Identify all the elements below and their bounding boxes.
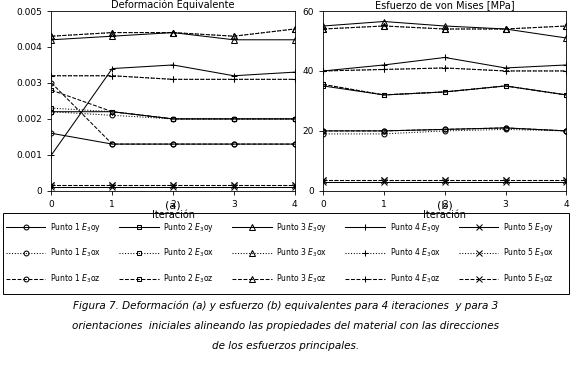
Text: (b): (b) <box>437 200 452 210</box>
Text: Figura 7. Deformación (a) y esfuerzo (b) equivalentes para 4 iteraciones  y para: Figura 7. Deformación (a) y esfuerzo (b)… <box>73 301 499 312</box>
Title: Esfuerzo de von Mises [MPa]: Esfuerzo de von Mises [MPa] <box>375 0 515 10</box>
Text: Punto 5 $E_3$oy: Punto 5 $E_3$oy <box>503 221 554 234</box>
Text: Punto 3 $E_3$ox: Punto 3 $E_3$ox <box>276 247 327 259</box>
Text: Punto 3 $E_3$oz: Punto 3 $E_3$oz <box>276 273 327 285</box>
X-axis label: Iteración: Iteración <box>423 210 466 220</box>
Text: Punto 5 $E_3$oz: Punto 5 $E_3$oz <box>503 273 553 285</box>
Text: Punto 2 $E_3$oy: Punto 2 $E_3$oy <box>163 221 214 234</box>
Title: Deformación Equivalente: Deformación Equivalente <box>112 0 235 10</box>
Text: Punto 4 $E_3$oy: Punto 4 $E_3$oy <box>390 221 440 234</box>
Text: Punto 3 $E_3$oy: Punto 3 $E_3$oy <box>276 221 327 234</box>
X-axis label: Iteración: Iteración <box>152 210 194 220</box>
Text: Punto 1 $E_3$oy: Punto 1 $E_3$oy <box>50 221 101 234</box>
Text: de los esfuerzos principales.: de los esfuerzos principales. <box>212 341 360 351</box>
Text: Punto 5 $E_3$ox: Punto 5 $E_3$ox <box>503 247 554 259</box>
Text: (a): (a) <box>165 200 181 210</box>
Text: Punto 2 $E_3$oz: Punto 2 $E_3$oz <box>163 273 213 285</box>
Text: orientaciones  iniciales alineando las propiedades del material con las direccio: orientaciones iniciales alineando las pr… <box>73 321 499 331</box>
Text: Punto 4 $E_3$oz: Punto 4 $E_3$oz <box>390 273 440 285</box>
Text: Punto 4 $E_3$ox: Punto 4 $E_3$ox <box>390 247 440 259</box>
Text: Punto 1 $E_3$oz: Punto 1 $E_3$oz <box>50 273 100 285</box>
Text: Punto 1 $E_3$ox: Punto 1 $E_3$ox <box>50 247 101 259</box>
Text: Punto 2 $E_3$ox: Punto 2 $E_3$ox <box>163 247 214 259</box>
